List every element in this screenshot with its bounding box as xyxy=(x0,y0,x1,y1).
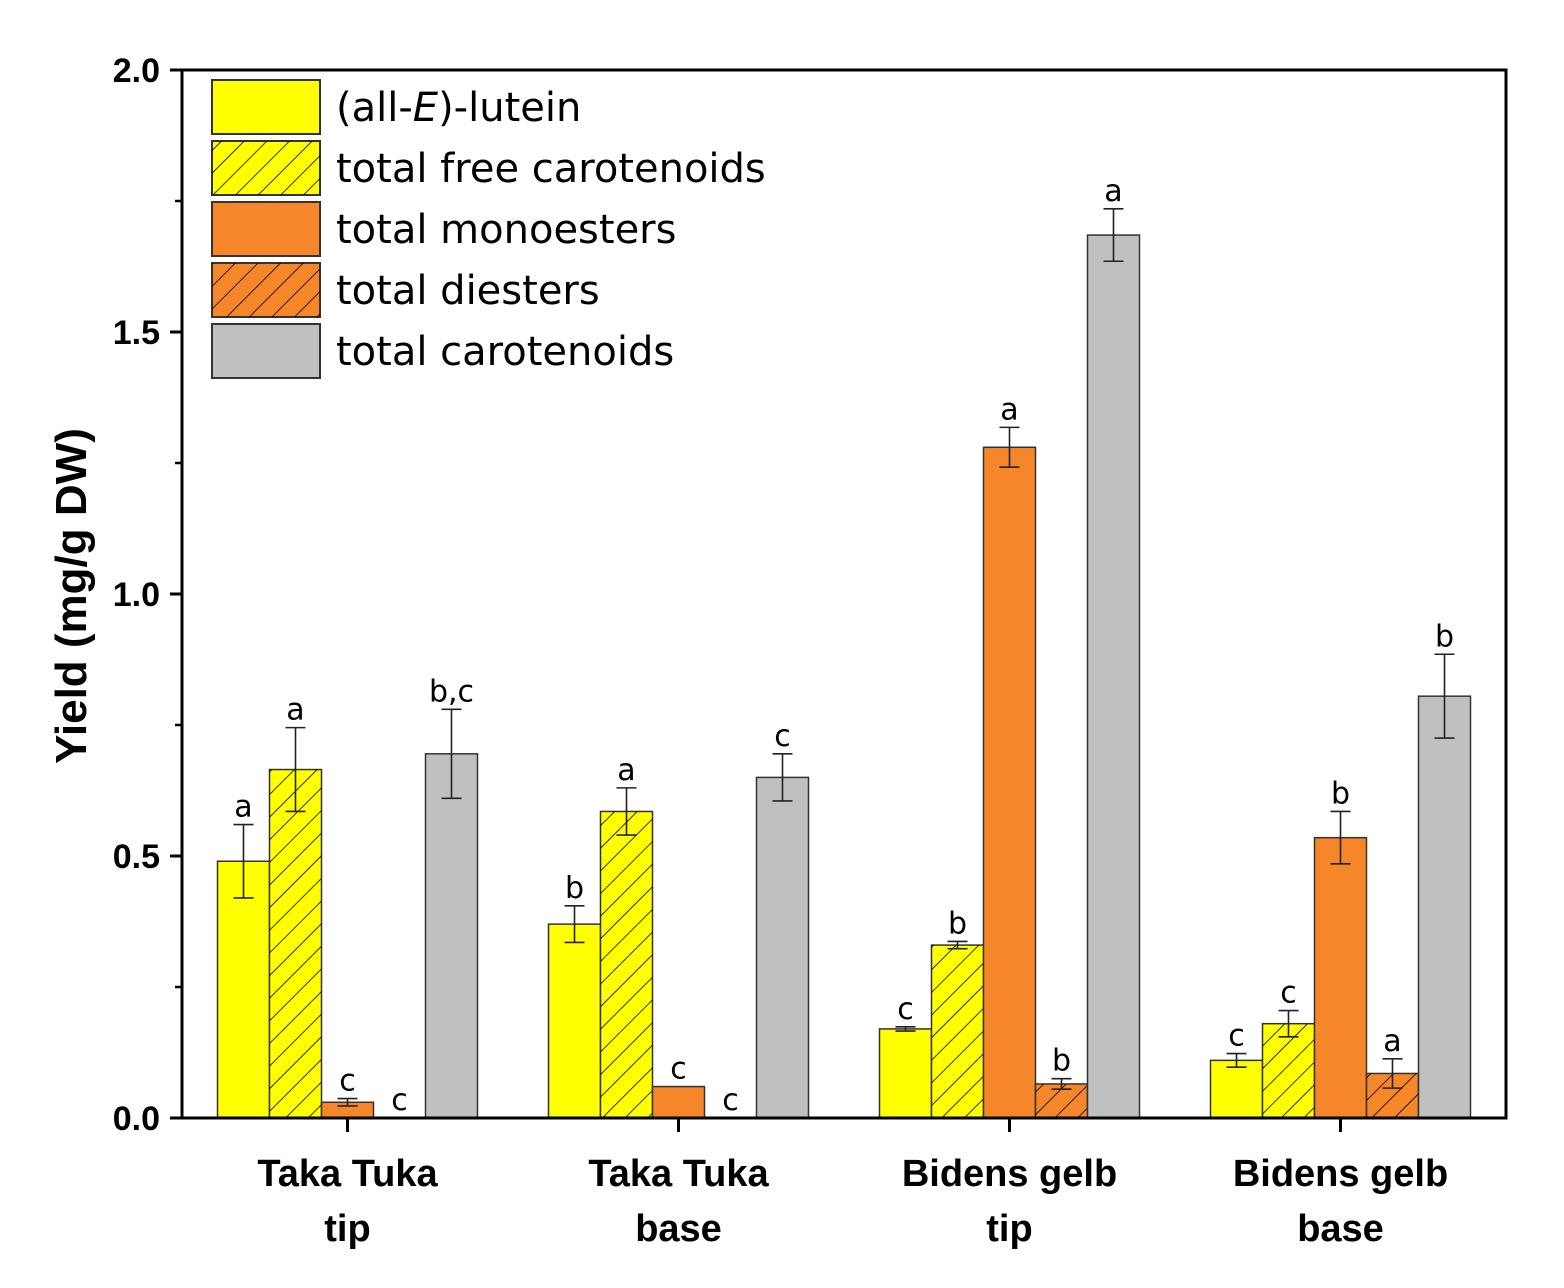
x-axis-ticks: Taka Tuka tip Taka Tuka base Bidens gelb tip B… xyxy=(257,1118,1448,1250)
bar xyxy=(1209,1059,1264,1119)
significance-letter: b xyxy=(1331,776,1350,811)
significance-letter: c xyxy=(670,1052,687,1087)
y-tick-label: 0.5 xyxy=(113,838,160,876)
significance-letter: a xyxy=(1104,174,1122,209)
legend-label-part: E xyxy=(413,85,439,131)
bar xyxy=(982,446,1037,1119)
x-category-label: tip xyxy=(986,1208,1032,1250)
significance-letter: b xyxy=(1052,1044,1071,1079)
significance-letter: c xyxy=(391,1083,408,1118)
bar-hatch xyxy=(600,811,653,1118)
significance-letter: c xyxy=(897,992,914,1027)
legend-label-part: )-lutein xyxy=(438,85,581,131)
significance-letter: a xyxy=(234,790,252,825)
bar xyxy=(216,860,271,1119)
significance-letter: c xyxy=(774,719,791,754)
bar-hatch xyxy=(1262,1023,1315,1118)
error-bars-layer xyxy=(233,208,1455,1107)
significance-letter: c xyxy=(722,1083,739,1118)
y-axis-title-group: Yield (mg/g DW) xyxy=(47,428,96,764)
x-category-label: Bidens gelb xyxy=(902,1153,1117,1195)
legend-swatch-hatch xyxy=(212,263,320,317)
legend-label: total diesters xyxy=(336,268,600,314)
significance-letter: b xyxy=(1435,619,1454,654)
bar xyxy=(547,923,602,1119)
legend-swatch xyxy=(211,323,321,379)
y-tick-label: 1.5 xyxy=(113,314,160,352)
x-category-label: base xyxy=(1297,1208,1384,1250)
significance-letter: a xyxy=(1000,392,1018,427)
legend: (all-E)-lutein total free carotenoids tota… xyxy=(211,79,766,379)
legend-swatch-hatch xyxy=(212,141,320,195)
bar xyxy=(424,753,479,1119)
significance-letter: a xyxy=(1383,1024,1401,1059)
bar-hatch xyxy=(931,945,984,1118)
bar-hatch xyxy=(269,769,322,1118)
bar xyxy=(755,776,810,1119)
legend-label: (all-E)-lutein xyxy=(336,85,581,131)
legend-swatch xyxy=(211,79,321,135)
significance-letter: b,c xyxy=(429,674,474,709)
legend-label: total carotenoids xyxy=(336,329,674,375)
y-tick-label: 1.0 xyxy=(113,576,160,614)
x-category-label: base xyxy=(635,1208,722,1250)
y-tick-label: 2.0 xyxy=(113,52,160,90)
x-category-label: Taka Tuka xyxy=(588,1153,769,1195)
legend-label: total free carotenoids xyxy=(336,146,766,192)
legend-swatch xyxy=(211,201,321,257)
significance-letter: c xyxy=(1228,1019,1245,1054)
significance-letter: c xyxy=(1280,976,1297,1011)
significance-letter: a xyxy=(617,753,635,788)
bar xyxy=(651,1085,706,1119)
x-category-label: Bidens gelb xyxy=(1233,1153,1448,1195)
legend-label: total monoesters xyxy=(336,207,676,253)
significance-letter: b xyxy=(565,871,584,906)
y-axis-title: Yield (mg/g DW) xyxy=(47,428,96,764)
bar xyxy=(1086,234,1141,1119)
significance-letter: a xyxy=(286,693,304,728)
significance-letter: b xyxy=(948,906,967,941)
x-category-label: Taka Tuka xyxy=(257,1153,438,1195)
y-tick-label: 0.0 xyxy=(113,1100,160,1138)
bar xyxy=(878,1028,933,1119)
bar xyxy=(1417,695,1472,1119)
significance-letter: c xyxy=(339,1064,356,1099)
bar xyxy=(1313,836,1368,1119)
y-axis-ticks: 0.0 0.5 1.0 1.5 2.0 xyxy=(113,52,182,1138)
x-category-label: tip xyxy=(324,1208,370,1250)
legend-label-part: (all- xyxy=(336,85,413,131)
